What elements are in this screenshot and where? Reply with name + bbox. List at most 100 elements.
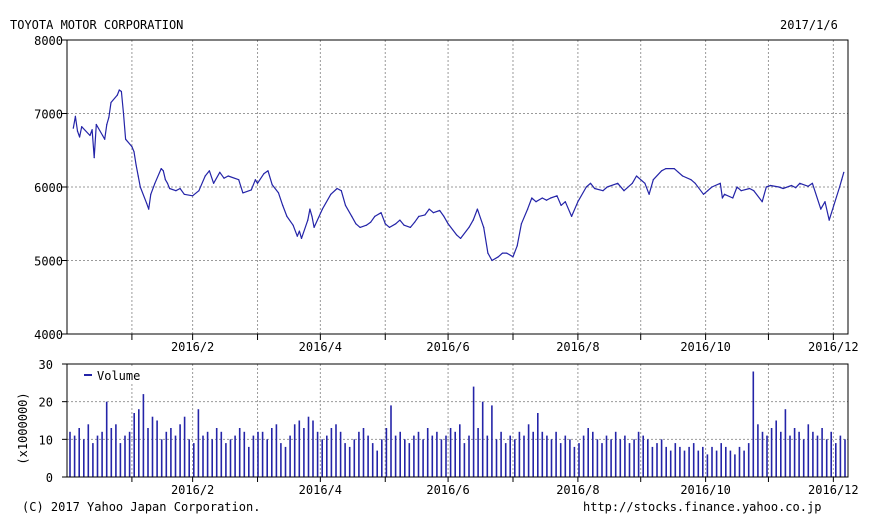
price-data-point xyxy=(137,175,139,177)
price-data-point xyxy=(769,184,772,187)
price-data-point xyxy=(74,115,76,117)
price-data-point xyxy=(213,182,215,184)
price-data-point xyxy=(374,215,376,217)
price-y-tick-label: 6000 xyxy=(34,181,63,195)
volume-legend-label: Volume xyxy=(97,369,140,383)
price-data-point xyxy=(414,221,416,223)
price-data-point xyxy=(192,195,194,197)
price-data-point xyxy=(95,123,97,126)
price-data-point xyxy=(227,175,229,177)
price-data-point xyxy=(501,252,504,254)
price-data-point xyxy=(150,193,152,195)
price-data-point xyxy=(208,170,210,172)
price-data-point xyxy=(820,208,822,210)
price-data-point xyxy=(166,182,169,184)
price-x-tick-label: 2016/12 xyxy=(808,340,859,354)
price-data-point xyxy=(439,209,441,212)
price-data-point xyxy=(571,215,573,217)
price-data-point xyxy=(108,116,110,118)
price-data-point xyxy=(219,171,221,173)
price-data-point xyxy=(736,186,738,188)
price-data-point xyxy=(102,134,104,137)
price-data-point xyxy=(370,221,372,223)
price-data-point xyxy=(418,215,420,217)
volume-y-tick-label: 10 xyxy=(39,433,53,447)
volume-x-tick-label: 2016/6 xyxy=(426,483,469,497)
price-data-point xyxy=(409,226,411,228)
price-data-point xyxy=(110,101,112,104)
price-data-point xyxy=(648,193,650,195)
price-data-point xyxy=(723,193,726,195)
price-data-point xyxy=(594,187,596,190)
price-data-point xyxy=(828,219,830,221)
company-title: TOYOTA MOTOR CORPORATION xyxy=(10,18,184,32)
price-y-tick-label: 8000 xyxy=(34,34,63,48)
price-data-point xyxy=(589,182,592,184)
price-data-point xyxy=(183,193,185,195)
volume-y-tick-label: 30 xyxy=(39,358,53,372)
price-data-point xyxy=(162,170,164,172)
price-data-point xyxy=(395,223,397,225)
price-data-point xyxy=(321,208,323,210)
price-data-point xyxy=(424,214,426,216)
price-x-tick-label: 2016/8 xyxy=(556,340,599,354)
price-data-point xyxy=(564,201,566,203)
price-data-point xyxy=(732,197,734,199)
price-data-point xyxy=(175,190,177,192)
price-data-point xyxy=(91,129,93,131)
price-data-point xyxy=(652,179,654,181)
price-data-point xyxy=(122,112,125,115)
price-data-point xyxy=(81,126,83,128)
price-data-point xyxy=(133,151,135,153)
price-data-point xyxy=(520,223,523,225)
price-data-point xyxy=(359,226,361,228)
price-data-point xyxy=(811,182,814,184)
price-data-point xyxy=(428,208,430,210)
price-data-point xyxy=(263,173,265,175)
price-data-point xyxy=(311,215,313,217)
price-data-point xyxy=(841,179,843,181)
price-data-point xyxy=(843,171,845,173)
price-data-point xyxy=(673,168,675,170)
price-data-point xyxy=(531,197,533,199)
price-data-point xyxy=(560,204,562,206)
price-data-point xyxy=(432,212,434,214)
price-data-point xyxy=(282,204,284,206)
price-data-point xyxy=(491,259,493,262)
volume-x-tick-label: 2016/10 xyxy=(680,483,731,497)
price-data-point xyxy=(644,182,646,184)
price-series-line xyxy=(72,89,845,262)
price-data-point xyxy=(690,179,692,181)
price-data-point xyxy=(160,168,162,170)
price-data-point xyxy=(707,190,709,192)
price-data-point xyxy=(267,170,269,172)
price-data-point xyxy=(135,164,137,166)
price-data-point xyxy=(719,182,721,184)
price-data-point xyxy=(721,197,724,199)
price-data-point xyxy=(79,136,81,138)
chart-date: 2017/1/6 xyxy=(780,18,838,32)
price-data-point xyxy=(761,201,763,203)
price-data-point xyxy=(309,208,311,210)
volume-y-tick-label: 20 xyxy=(39,396,53,410)
price-data-point xyxy=(694,182,696,184)
copyright-text: (C) 2017 Yahoo Japan Corporation. xyxy=(22,500,261,514)
price-data-point xyxy=(254,179,256,181)
price-data-point xyxy=(541,197,543,199)
price-data-point xyxy=(550,197,552,199)
volume-legend: Volume xyxy=(80,368,150,383)
price-data-point xyxy=(238,179,240,181)
price-data-point xyxy=(403,224,405,226)
price-data-point xyxy=(455,234,458,236)
price-data-point xyxy=(682,175,684,177)
price-data-point xyxy=(106,123,108,126)
price-data-point xyxy=(795,187,797,189)
price-data-point xyxy=(351,215,353,217)
price-data-point xyxy=(164,179,166,181)
price-data-point xyxy=(545,199,548,201)
price-data-point xyxy=(512,256,514,258)
price-data-point xyxy=(753,190,755,192)
price-data-point xyxy=(602,190,604,192)
price-data-point xyxy=(527,208,529,210)
price-data-point xyxy=(118,89,120,91)
